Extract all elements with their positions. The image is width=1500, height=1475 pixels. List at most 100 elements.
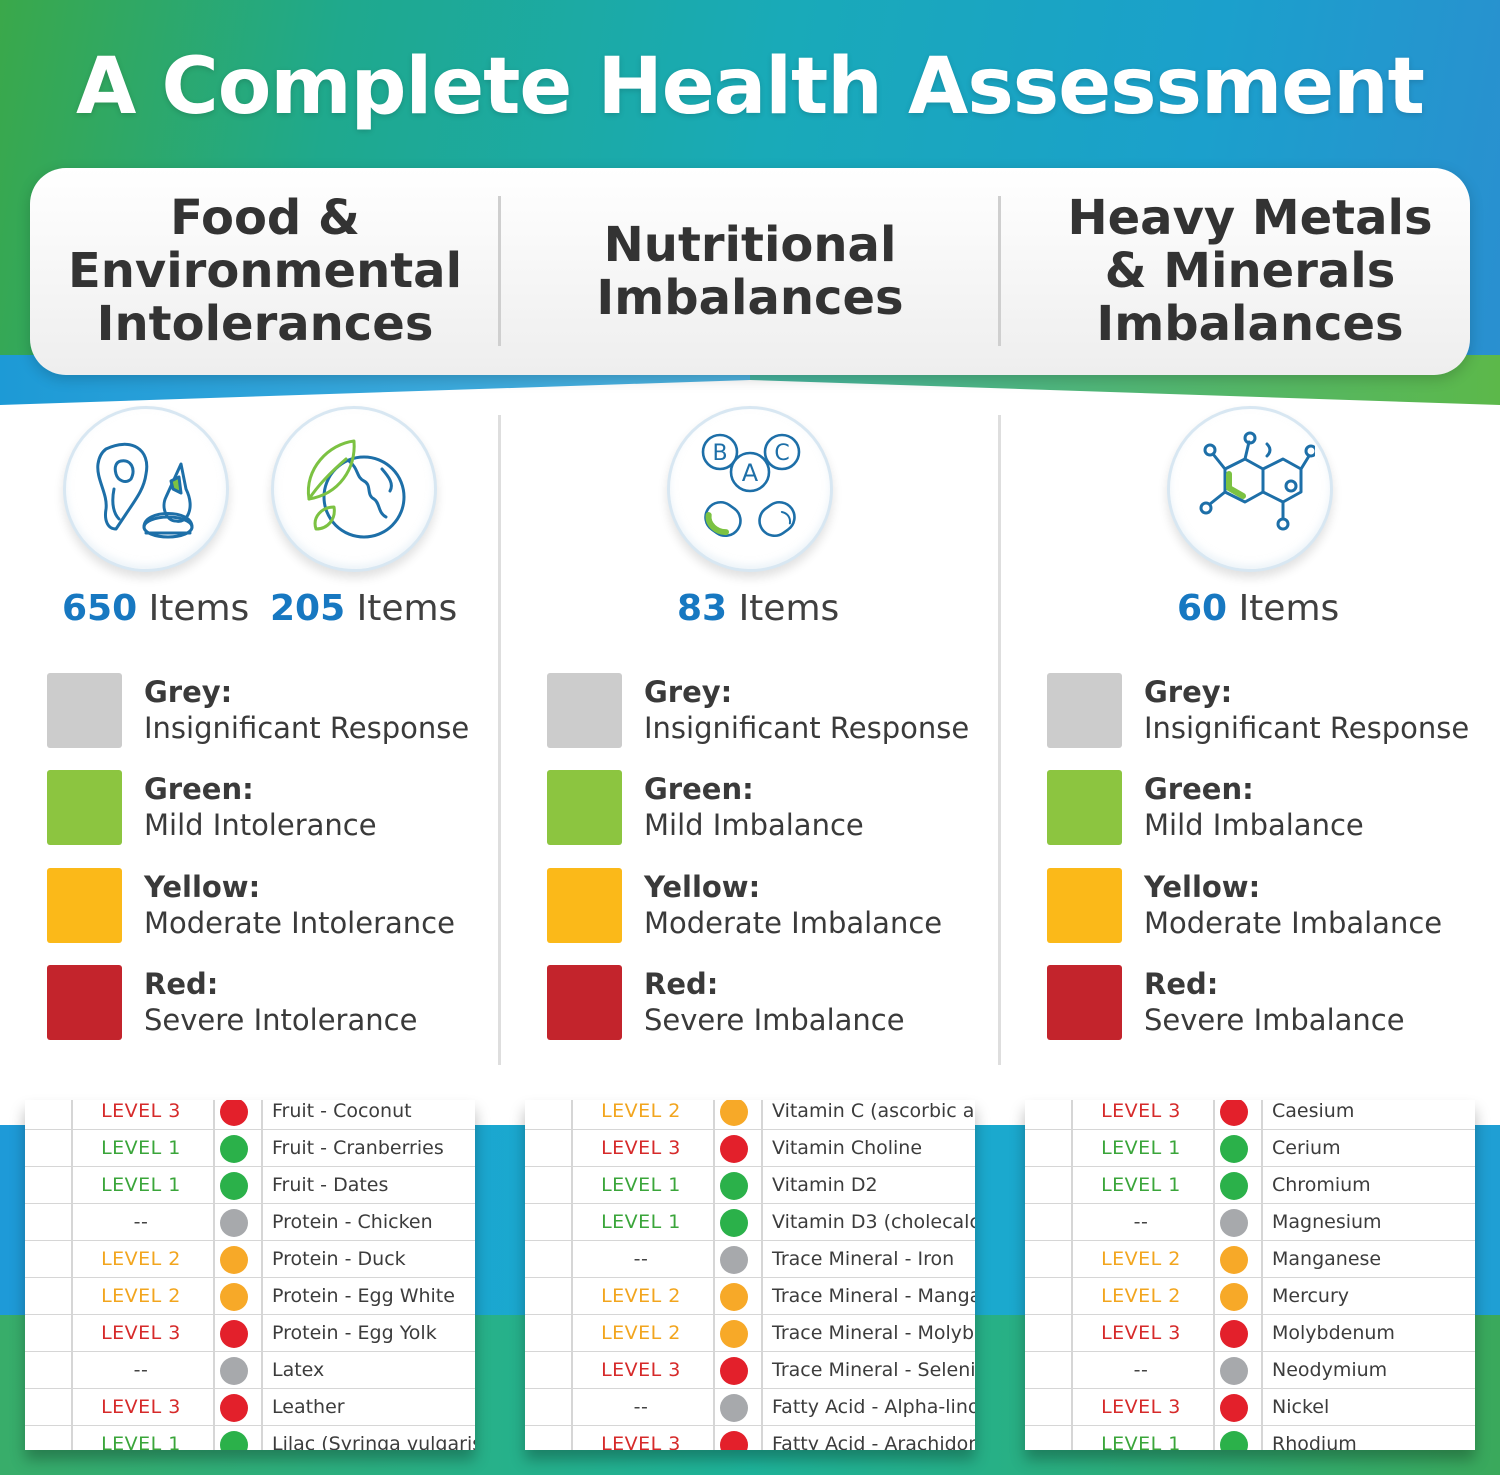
item-name: Vitamin C (ascorbic aci [772,1100,975,1122]
legend-title: Yellow: [644,870,761,904]
legend-title: Yellow: [144,870,261,904]
legend-text: Green: Mild Imbalance [1144,772,1364,844]
status-dot-green [720,1172,748,1200]
count-environmental-unit: Items [356,588,458,629]
item-name: Magnesium [1272,1211,1382,1233]
svg-text:A: A [742,459,759,487]
count-food-number: 650 [62,588,138,629]
level-label: -- [1133,1211,1149,1233]
legend-description: Mild Imbalance [1144,808,1364,842]
item-name: Nickel [1272,1396,1330,1418]
table-column-line [1071,1100,1073,1450]
table-row: LEVEL 2 Trace Mineral - Molybd [525,1315,975,1352]
count-nutritional-unit: Items [738,588,840,629]
status-dot-yellow [1220,1246,1248,1274]
table-row: LEVEL 1 Rhodium [1025,1426,1475,1450]
table-row: LEVEL 2 Protein - Egg White [25,1278,475,1315]
status-dot-grey [720,1246,748,1274]
legend-item-grey: Grey: Insignificant Response [1047,673,1487,753]
table-row: LEVEL 1 Cerium [1025,1130,1475,1167]
legend-item-green: Green: Mild Imbalance [547,770,987,850]
status-dot-red [1220,1320,1248,1348]
item-name: Neodymium [1272,1359,1388,1381]
table-row: LEVEL 1 Fruit - Cranberries [25,1130,475,1167]
table-row: LEVEL 3 Caesium [1025,1100,1475,1130]
legend-text: Yellow: Moderate Imbalance [644,870,942,942]
table-row: -- Trace Mineral - Iron [525,1241,975,1278]
count-nutritional: 83 Items [677,588,839,629]
legend-text: Green: Mild Intolerance [144,772,377,844]
item-name: Fruit - Coconut [272,1100,412,1122]
legend-text: Grey: Insignificant Response [144,675,469,747]
column-divider [498,415,501,1065]
legend-swatch-yellow [1047,868,1122,943]
status-dot-yellow [1220,1283,1248,1311]
status-dot-red [1220,1394,1248,1422]
legend-description: Severe Imbalance [1144,1003,1405,1037]
table-row: LEVEL 1 Vitamin D2 [525,1167,975,1204]
level-label: LEVEL 1 [601,1174,681,1196]
table-row: -- Protein - Chicken [25,1204,475,1241]
table-row: -- Neodymium [1025,1352,1475,1389]
table-row: LEVEL 2 Vitamin C (ascorbic aci [525,1100,975,1130]
status-dot-grey [1220,1357,1248,1385]
legend-text: Grey: Insignificant Response [644,675,969,747]
legend-text: Green: Mild Imbalance [644,772,864,844]
header-heavy-metals: Heavy Metals & Minerals Imbalances [1015,168,1485,375]
header-nutritional-label: Nutritional Imbalances [596,216,904,326]
status-dot-green [220,1431,248,1450]
status-dot-green [1220,1431,1248,1450]
legend-item-grey: Grey: Insignificant Response [47,673,487,753]
header-heavy-metals-label: Heavy Metals & Minerals Imbalances [1067,190,1433,352]
legend-swatch-green [547,770,622,845]
table-column-line [71,1100,73,1450]
item-name: Latex [272,1359,325,1381]
legend-swatch-green [47,770,122,845]
item-name: Fatty Acid - Alpha-linole [772,1396,975,1418]
item-name: Protein - Egg Yolk [272,1322,437,1344]
level-label: -- [1133,1359,1149,1381]
status-dot-yellow [720,1100,748,1126]
count-food-unit: Items [148,588,250,629]
level-label: LEVEL 3 [1101,1322,1181,1344]
status-dot-green [720,1209,748,1237]
table-row: LEVEL 3 Vitamin Choline [525,1130,975,1167]
header-divider [998,196,1001,346]
legend-swatch-red [1047,965,1122,1040]
legend-description: Severe Intolerance [144,1003,418,1037]
item-name: Trace Mineral - Seleniu [772,1359,975,1381]
level-label: LEVEL 2 [601,1100,681,1122]
count-heavy-metals-unit: Items [1238,588,1340,629]
item-name: Fruit - Dates [272,1174,389,1196]
legend-description: Insignificant Response [644,711,970,745]
status-dot-red [1220,1100,1248,1126]
legend-swatch-yellow [547,868,622,943]
legend-title: Red: [144,967,219,1001]
level-label: LEVEL 3 [601,1137,681,1159]
status-dot-red [220,1394,248,1422]
svg-text:C: C [774,441,789,466]
header-divider [498,196,501,346]
status-dot-red [220,1100,248,1126]
legend-description: Moderate Intolerance [144,906,455,940]
legend-title: Red: [644,967,719,1001]
level-label: LEVEL 2 [601,1322,681,1344]
level-label: -- [633,1248,649,1270]
table-row: LEVEL 3 Molybdenum [1025,1315,1475,1352]
legend-swatch-grey [547,673,622,748]
item-name: Molybdenum [1272,1322,1395,1344]
item-name: Vitamin Choline [772,1137,923,1159]
status-dot-yellow [220,1283,248,1311]
legend-item-yellow: Yellow: Moderate Imbalance [547,868,987,948]
level-label: LEVEL 3 [101,1396,181,1418]
legend-description: Moderate Imbalance [1144,906,1443,940]
status-dot-grey [720,1394,748,1422]
legend-description: Insignificant Response [1144,711,1470,745]
level-label: LEVEL 3 [601,1433,681,1450]
status-dot-grey [220,1209,248,1237]
table-column-line [713,1100,715,1450]
item-name: Caesium [1272,1100,1355,1122]
level-label: LEVEL 1 [101,1174,181,1196]
table-row: LEVEL 3 Fatty Acid - Arachidonic [525,1426,975,1450]
table-row: LEVEL 3 Fruit - Coconut [25,1100,475,1130]
